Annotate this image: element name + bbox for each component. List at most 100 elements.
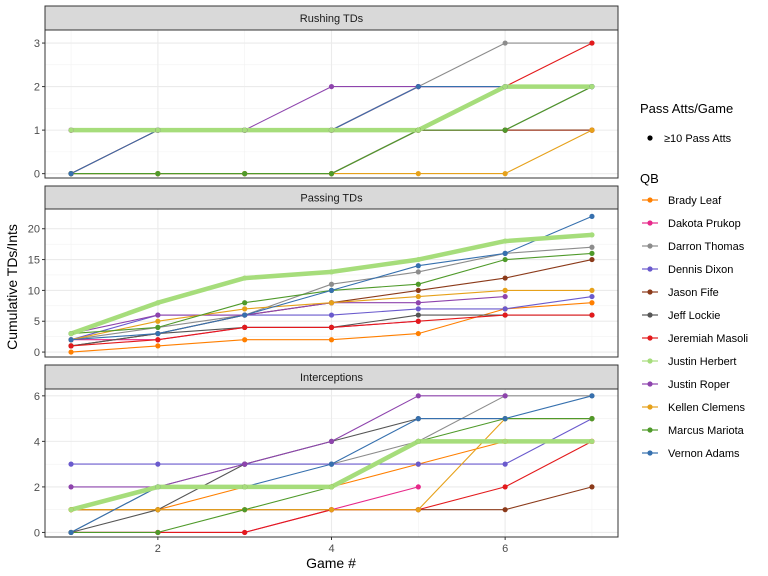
y-tick-label: 15 <box>28 255 40 267</box>
data-point <box>502 83 508 90</box>
y-tick-label: 20 <box>28 224 40 236</box>
data-point <box>589 232 595 238</box>
data-point <box>328 287 335 293</box>
legend-key-point <box>647 220 653 226</box>
data-point <box>68 529 74 536</box>
legend-label: Marcus Mariota <box>668 425 745 437</box>
data-point <box>242 461 248 467</box>
data-point <box>155 330 161 337</box>
data-point <box>68 507 74 513</box>
size-legend-key <box>647 135 653 141</box>
y-tick-label: 0 <box>34 527 40 539</box>
legend-key-point <box>647 197 653 203</box>
legend-key-point <box>647 289 653 295</box>
data-point <box>328 337 335 343</box>
data-point <box>242 337 248 343</box>
legend-label: Justin Herbert <box>668 356 736 368</box>
legend-label: Dennis Dixon <box>668 264 733 276</box>
size-legend-label: ≥10 Pass Atts <box>664 133 732 145</box>
legend-key-point <box>647 335 653 341</box>
data-point <box>328 300 335 306</box>
data-point <box>155 484 161 490</box>
data-point <box>155 507 161 513</box>
panel-passing-tds: Passing TDs 0 5 10 15 20 <box>28 185 619 359</box>
data-point <box>589 293 595 300</box>
legend-label: Darron Thomas <box>668 241 745 253</box>
data-point <box>68 127 74 133</box>
data-point <box>415 300 421 306</box>
data-point <box>242 324 248 330</box>
data-point <box>502 171 508 177</box>
data-point <box>502 250 508 256</box>
data-point <box>502 293 508 300</box>
size-legend-title: Pass Atts/Game <box>640 101 733 116</box>
data-point <box>415 256 421 263</box>
data-point <box>415 507 421 513</box>
data-point <box>502 484 508 490</box>
y-tick-label: 4 <box>34 436 40 448</box>
y-tick-label: 0 <box>34 169 40 181</box>
data-point <box>415 269 421 275</box>
data-point <box>415 171 421 177</box>
data-point <box>415 306 421 312</box>
data-point <box>155 461 161 467</box>
data-point <box>589 438 595 444</box>
facet-strip <box>44 5 619 31</box>
data-point <box>502 238 508 244</box>
data-point <box>328 83 335 90</box>
legend-label: Brady Leaf <box>668 195 722 207</box>
x-axis: 2 4 6 <box>155 537 508 555</box>
y-tick-label: 2 <box>34 82 40 94</box>
legend-key-point <box>647 358 653 364</box>
y-tick-label: 2 <box>34 482 40 494</box>
data-point <box>589 83 595 90</box>
data-point <box>328 312 335 318</box>
data-point <box>589 312 595 318</box>
data-point <box>328 127 335 133</box>
panel-border <box>44 208 619 358</box>
data-point <box>242 306 248 312</box>
legend-label: Jeremiah Masoli <box>668 333 748 345</box>
data-point <box>242 529 248 536</box>
data-point <box>68 330 74 337</box>
data-point <box>415 461 421 467</box>
legend-label: Jeff Lockie <box>668 310 720 322</box>
data-point <box>589 213 595 219</box>
data-point <box>589 250 595 256</box>
data-point <box>415 127 421 133</box>
data-point <box>589 287 595 293</box>
data-point <box>242 127 248 133</box>
data-point <box>589 256 595 263</box>
data-point <box>589 393 595 399</box>
data-point <box>589 484 595 490</box>
data-point <box>589 416 595 422</box>
data-point <box>68 349 74 355</box>
legend-key-point <box>647 381 653 387</box>
y-tick-label: 0 <box>34 347 40 359</box>
data-point <box>155 318 161 324</box>
data-point <box>415 287 421 293</box>
x-tick-label: 4 <box>328 543 334 555</box>
data-point <box>155 324 161 330</box>
data-point <box>68 171 74 177</box>
data-point <box>415 312 421 318</box>
facet-title: Interceptions <box>300 372 363 384</box>
legend-label: Jason Fife <box>668 287 719 299</box>
data-point <box>502 507 508 513</box>
data-point <box>415 416 421 422</box>
facet-strip <box>44 364 619 390</box>
data-point <box>502 306 508 312</box>
y-tick-label: 3 <box>34 38 40 50</box>
data-point <box>589 127 595 133</box>
data-point <box>502 393 508 399</box>
legend-key-point <box>647 450 653 456</box>
data-point <box>415 393 421 399</box>
data-point <box>415 330 421 337</box>
data-point <box>502 127 508 133</box>
data-point <box>68 461 74 467</box>
data-point <box>502 40 508 46</box>
data-point <box>502 312 508 318</box>
legend-key-point <box>647 266 653 272</box>
